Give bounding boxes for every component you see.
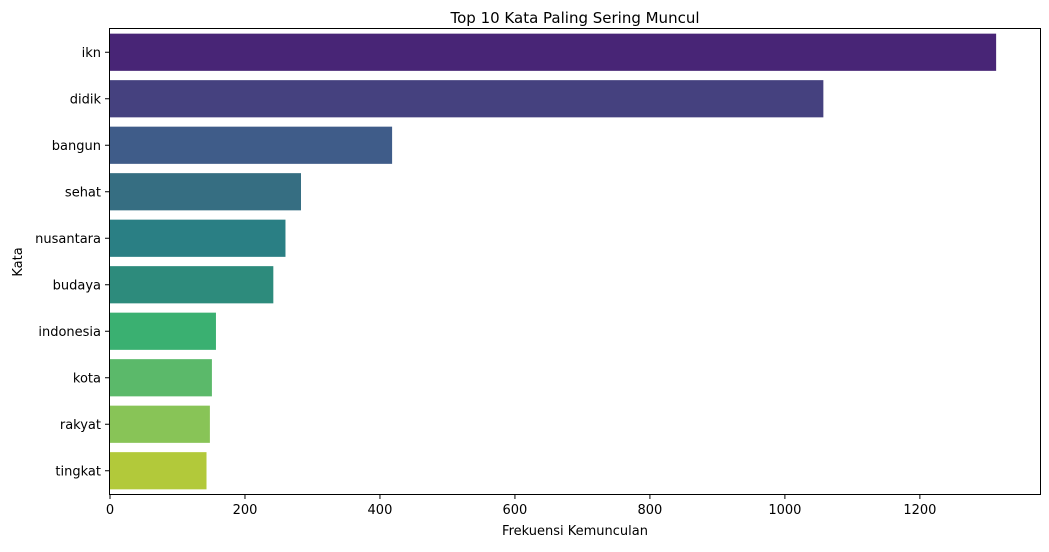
y-axis-ticks: ikn didik bangun sehat nusantara budaya indone… <box>35 46 110 479</box>
bar-tingkat <box>110 452 207 490</box>
bar-didik <box>110 80 824 118</box>
bar-bangun <box>110 126 393 164</box>
y-tick-label: kota <box>73 371 101 386</box>
x-tick-label: 800 <box>637 503 662 518</box>
x-tick-label: 400 <box>368 503 393 518</box>
x-tick-label: 0 <box>106 503 114 518</box>
x-axis-ticks: 0 200 400 600 800 1000 1200 <box>106 494 936 518</box>
y-tick-label: bangun <box>52 139 101 154</box>
y-tick-label: sehat <box>65 185 101 200</box>
bar-rakyat <box>110 405 210 443</box>
y-axis-label: Kata <box>11 247 26 276</box>
bar-ikn <box>110 33 997 71</box>
x-tick-label: 600 <box>503 503 528 518</box>
bars-group <box>110 33 997 490</box>
bar-budaya <box>110 266 274 304</box>
plot-frame <box>109 28 1041 495</box>
y-tick-label: tingkat <box>55 464 101 479</box>
bar-indonesia <box>110 312 216 350</box>
bar-sehat <box>110 173 301 211</box>
y-tick-label: budaya <box>53 278 101 293</box>
x-axis-label: Frekuensi Kemunculan <box>502 524 648 539</box>
y-tick-label: indonesia <box>38 325 101 340</box>
y-tick-label: ikn <box>82 46 101 61</box>
x-tick-label: 1000 <box>768 503 801 518</box>
chart-title: Top 10 Kata Paling Sering Muncul <box>450 9 700 27</box>
y-tick-label: nusantara <box>35 232 101 247</box>
bar-kota <box>110 359 212 397</box>
x-tick-label: 200 <box>233 503 258 518</box>
x-tick-label: 1200 <box>903 503 936 518</box>
bar-nusantara <box>110 219 286 257</box>
y-tick-label: didik <box>70 92 102 107</box>
y-tick-label: rakyat <box>60 418 101 433</box>
